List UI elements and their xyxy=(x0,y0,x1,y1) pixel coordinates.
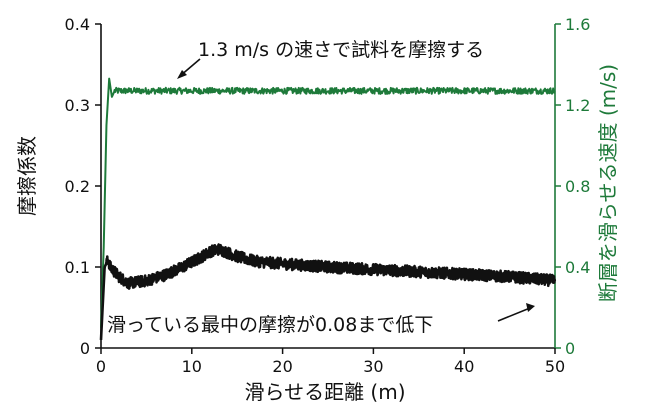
bottom-axis-tick-label: 50 xyxy=(545,357,565,376)
right-axis-tick-label: 0 xyxy=(565,339,575,358)
speed-annotation-arrow-head xyxy=(177,70,187,79)
left-axis-title: 摩擦係数 xyxy=(15,136,39,216)
left-axis-ticks: 0 0.1 0.2 0.3 0.4 xyxy=(65,15,101,358)
right-axis-tick-label: 0.4 xyxy=(565,258,590,277)
series-layer xyxy=(99,77,557,340)
left-axis-tick-label: 0 xyxy=(80,339,90,358)
bottom-axis-tick-label: 10 xyxy=(182,357,202,376)
plot-frame xyxy=(100,24,556,349)
right-axis-tick-label: 1.2 xyxy=(565,96,590,115)
left-axis-tick-label: 0.2 xyxy=(65,177,90,196)
right-axis-title: 断層を滑らせる速度 (m/s) xyxy=(596,64,620,302)
bottom-axis-tick-label: 20 xyxy=(272,357,292,376)
right-axis-tick-label: 0.8 xyxy=(565,177,590,196)
right-axis-ticks: 0 0.4 0.8 1.2 1.6 xyxy=(555,15,590,358)
left-axis-tick-label: 0.1 xyxy=(65,258,90,277)
friction-annotation-arrow-line xyxy=(497,307,531,322)
friction-annotation: 滑っている最中の摩擦が0.08まで低下 xyxy=(107,314,433,336)
bottom-axis-tick-label: 0 xyxy=(96,357,106,376)
friction-annotation-arrow-head xyxy=(526,303,535,312)
slip-speed-series xyxy=(100,77,556,328)
bottom-axis-tick-label: 30 xyxy=(363,357,383,376)
bottom-axis-tick-label: 40 xyxy=(454,357,474,376)
left-axis-tick-label: 0.3 xyxy=(65,96,90,115)
left-axis-tick-label: 0.4 xyxy=(65,15,90,34)
friction-coefficient-series xyxy=(99,243,557,340)
bottom-axis-ticks: 0 10 20 30 40 50 xyxy=(96,348,565,376)
x-axis-title: 滑らせる距離 (m) xyxy=(244,380,405,404)
right-axis-tick-label: 1.6 xyxy=(565,15,590,34)
speed-annotation: 1.3 m/s の速さで試料を摩擦する xyxy=(198,39,484,61)
